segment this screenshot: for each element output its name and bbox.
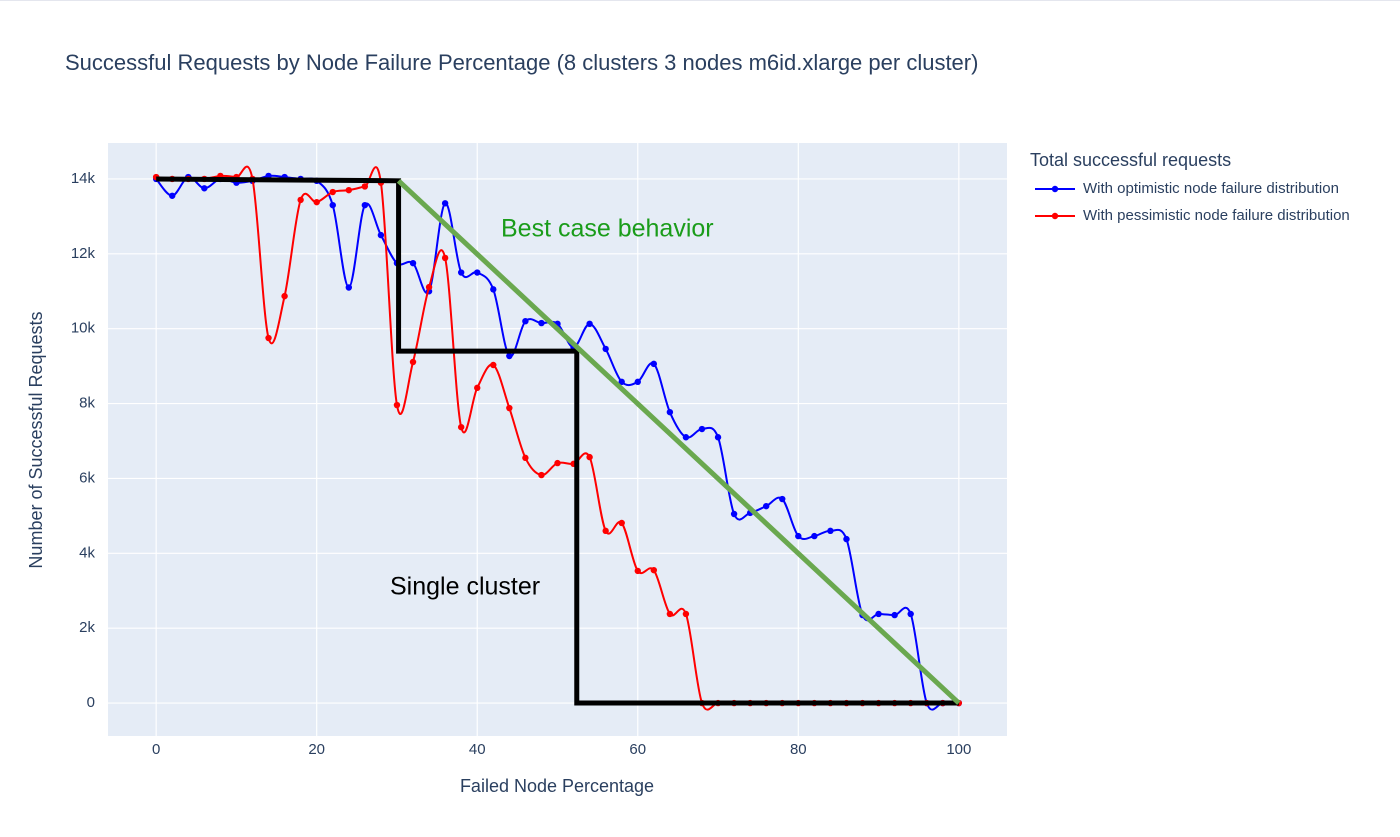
legend-marker: [1051, 185, 1059, 193]
x-tick-label: 100: [946, 741, 971, 758]
data-point: [522, 454, 529, 462]
overlay-line: [156, 176, 959, 706]
overlay-line: [396, 178, 961, 705]
y-tick-label: 6k: [79, 469, 95, 486]
data-point: [827, 527, 834, 535]
data-point: [875, 610, 882, 618]
data-point: [425, 283, 433, 291]
legend-marker: [1051, 212, 1059, 220]
data-point: [586, 453, 593, 461]
data-point: [457, 269, 465, 276]
data-point: [345, 284, 353, 291]
data-point: [169, 192, 176, 199]
annotation: Single cluster: [390, 573, 540, 601]
x-axis-title: Failed Node Percentage: [460, 776, 654, 796]
data-point: [313, 198, 320, 206]
legend-title: Total successful requests: [1030, 150, 1231, 170]
data-point: [201, 185, 208, 192]
data-point: [666, 408, 674, 416]
data-point: [409, 358, 417, 366]
data-point: [762, 502, 770, 510]
data-point: [602, 527, 609, 535]
y-tick-label: 8k: [79, 395, 95, 412]
data-point: [907, 610, 914, 618]
data-point: [345, 186, 353, 194]
data-point: [602, 345, 609, 353]
y-tick-label: 0: [87, 694, 95, 711]
data-point: [522, 317, 529, 325]
data-point: [490, 286, 497, 293]
y-tick-label: 4k: [79, 544, 95, 561]
data-point: [377, 231, 385, 239]
data-point: [634, 567, 641, 575]
annotation: Best case behavior: [501, 215, 714, 243]
x-tick-label: 60: [629, 741, 646, 758]
x-tick-label: 0: [152, 741, 160, 758]
chart-title: Successful Requests by Node Failure Perc…: [65, 50, 978, 75]
y-tick-label: 2k: [79, 619, 95, 636]
data-point: [297, 196, 304, 204]
x-tick-label: 40: [469, 741, 486, 758]
y-tick-label: 10k: [71, 320, 96, 337]
data-point: [490, 361, 497, 369]
data-point: [586, 320, 593, 328]
data-point: [779, 495, 786, 503]
legend-label: With optimistic node failure distributio…: [1083, 180, 1339, 197]
data-point: [714, 434, 722, 441]
legend: With optimistic node failure distributio…: [1035, 180, 1350, 224]
plot-area: [108, 143, 1007, 736]
x-tick-label: 80: [790, 741, 807, 758]
data-point: [441, 254, 449, 262]
data-point: [682, 434, 690, 441]
data-point: [698, 425, 706, 433]
data-point: [506, 404, 513, 412]
legend-label: With pessimistic node failure distributi…: [1083, 207, 1350, 224]
x-tick-label: 20: [308, 741, 325, 758]
data-point: [811, 532, 818, 540]
data-point: [682, 610, 690, 618]
marks: [152, 165, 963, 711]
data-point: [634, 378, 641, 386]
data-point: [281, 292, 288, 300]
data-point: [265, 334, 272, 342]
data-point: [554, 459, 561, 467]
data-point: [618, 378, 625, 386]
y-axis-title: Number of Successful Requests: [26, 311, 46, 568]
data-point: [618, 519, 625, 527]
data-point: [650, 566, 658, 574]
data-point: [361, 201, 369, 209]
data-point: [361, 183, 369, 190]
data-point: [329, 188, 336, 196]
data-point: [474, 384, 481, 392]
y-tick-label: 12k: [71, 245, 96, 262]
y-tick-label: 14k: [71, 170, 96, 187]
data-point: [650, 360, 658, 368]
data-point: [441, 200, 449, 207]
data-point: [843, 535, 850, 543]
data-point: [457, 423, 465, 431]
data-point: [474, 269, 481, 276]
data-point: [506, 352, 513, 360]
data-point: [409, 259, 417, 267]
data-point: [538, 471, 545, 479]
data-point: [538, 319, 545, 327]
data-point: [730, 510, 738, 518]
data-point: [795, 532, 802, 540]
data-point: [666, 610, 674, 618]
data-point: [891, 611, 898, 619]
grid: [108, 143, 1007, 736]
data-point: [393, 401, 401, 409]
data-point: [329, 201, 336, 209]
